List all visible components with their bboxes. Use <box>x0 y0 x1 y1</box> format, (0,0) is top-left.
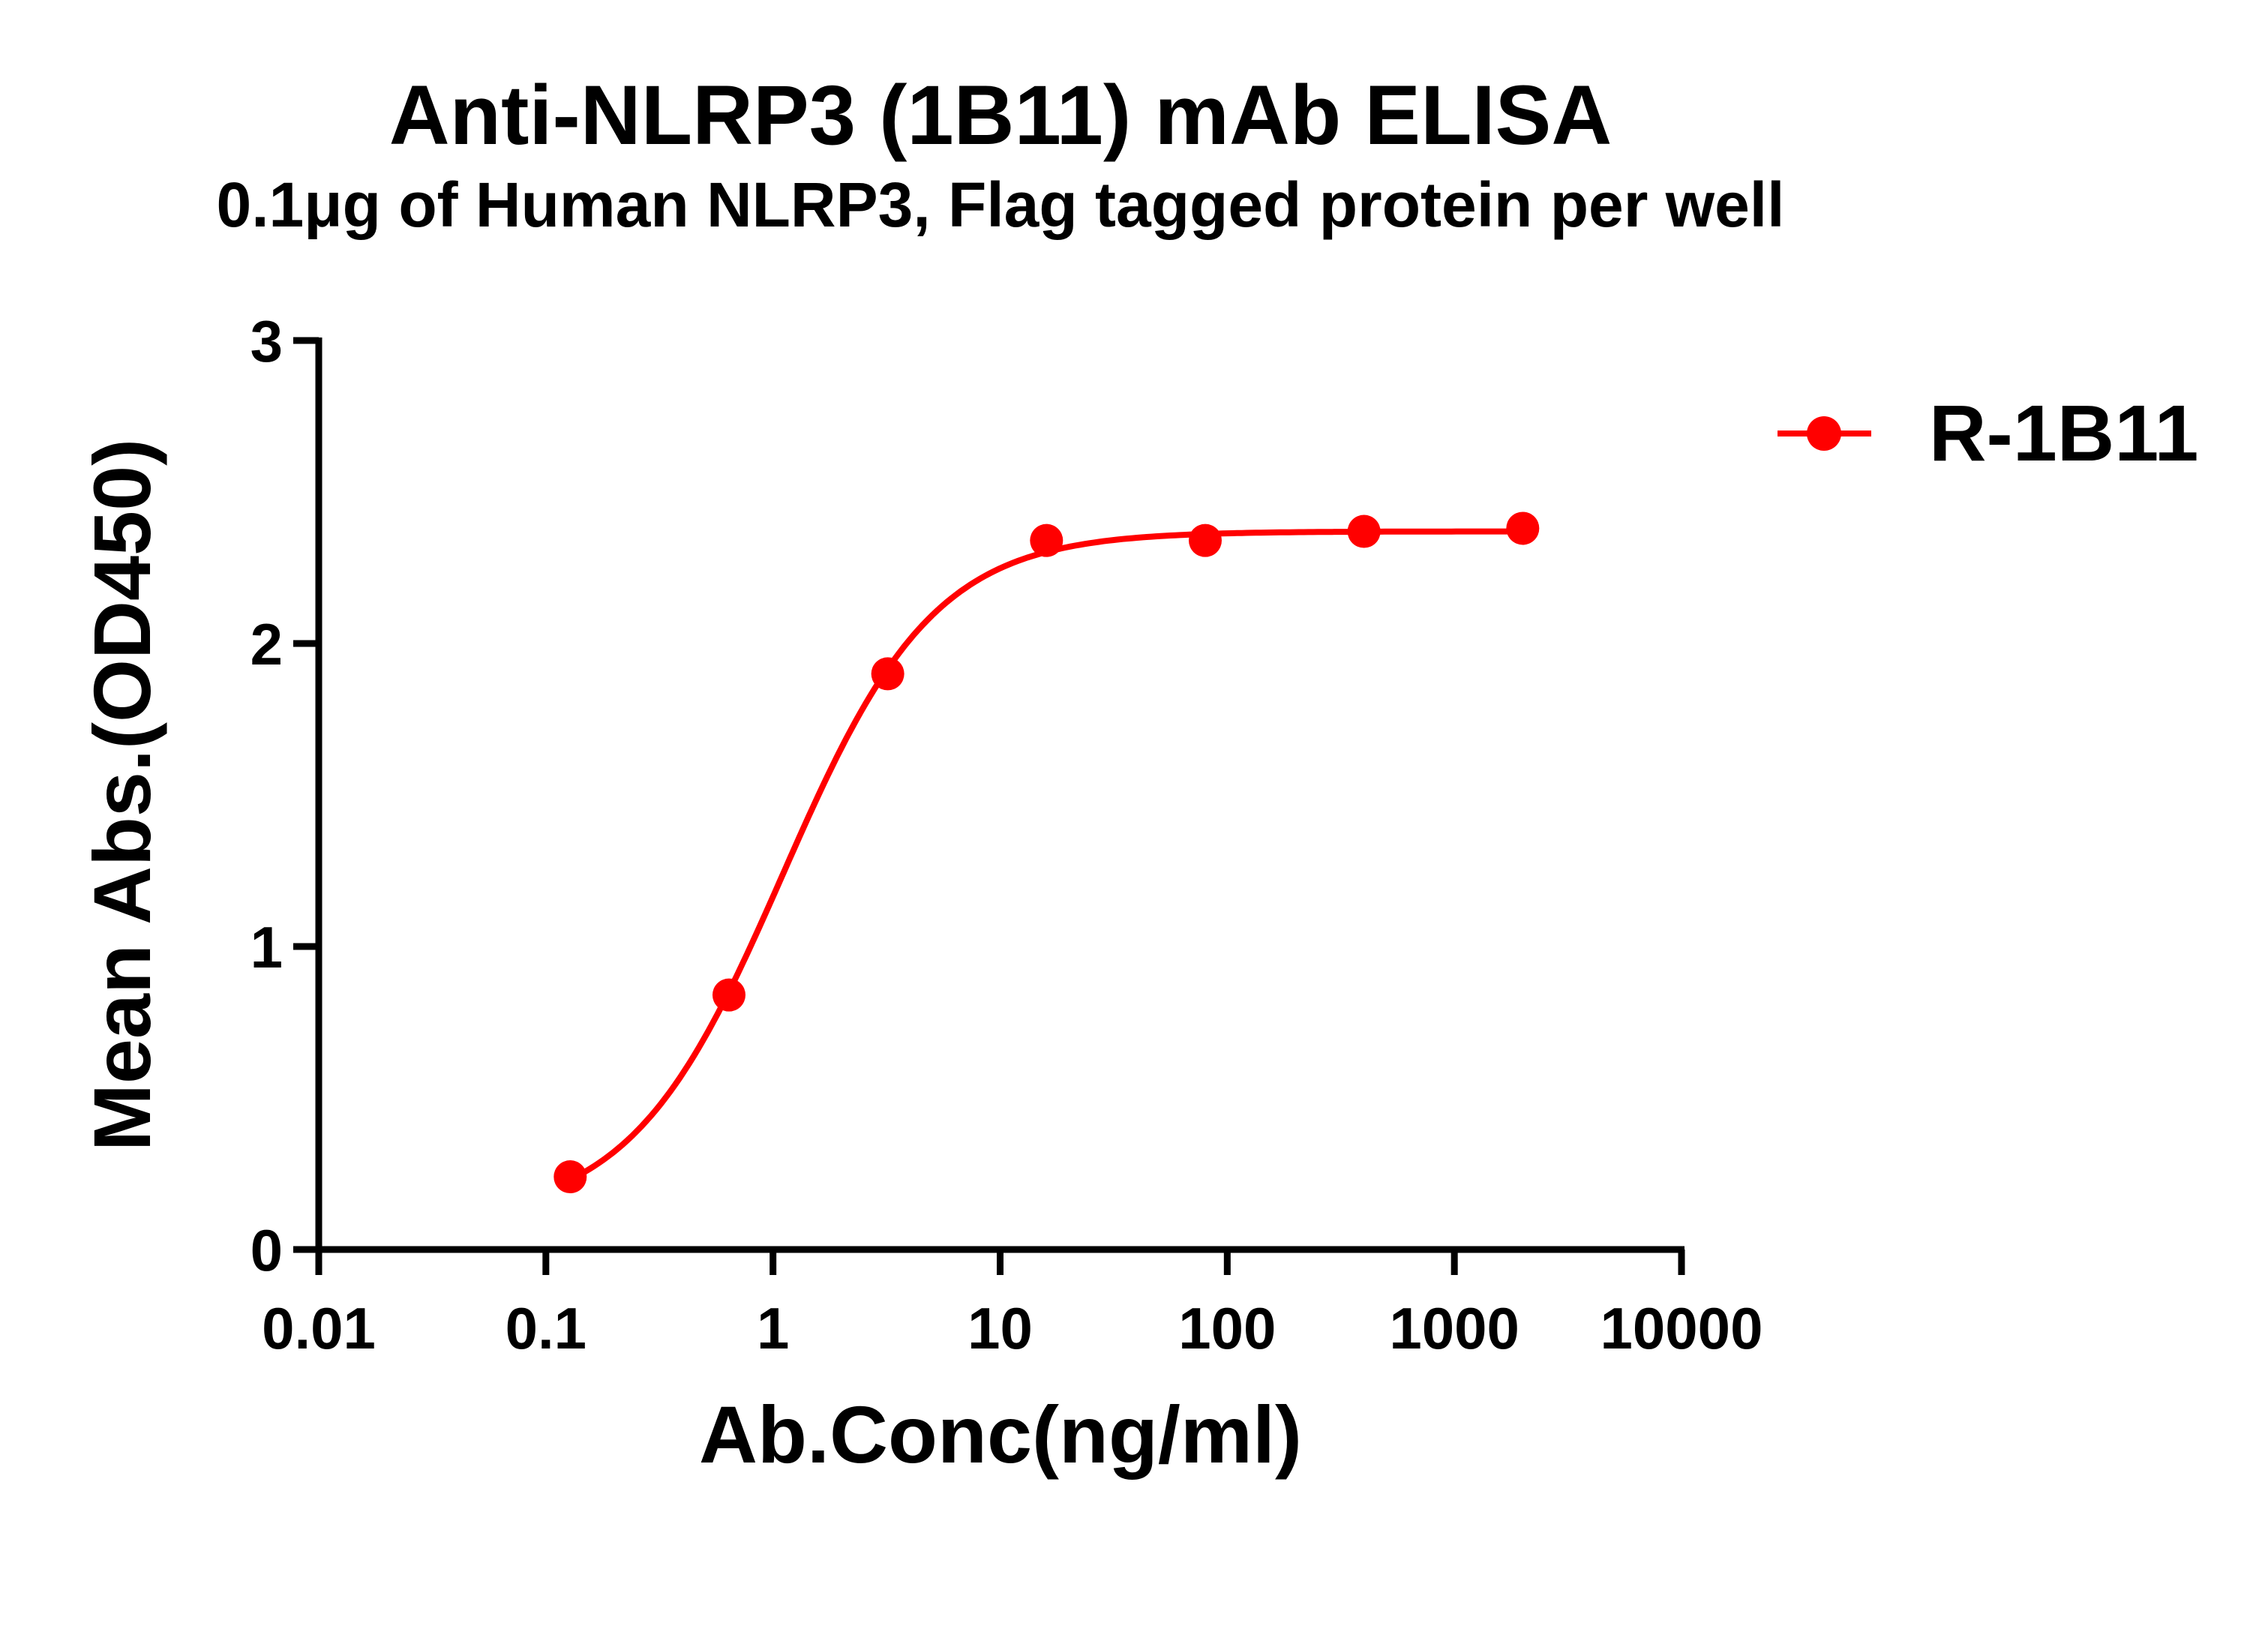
chart-title: Anti-NLRP3 (1B11) mAb ELISA <box>389 68 1612 162</box>
x-tick-label: 10 <box>968 1295 1033 1361</box>
plot-area <box>554 512 1540 1194</box>
x-tick-label: 0.1 <box>506 1295 586 1361</box>
x-tick-label: 10000 <box>1600 1295 1763 1361</box>
x-axis-label: Ab.Conc(ng/ml) <box>699 1389 1302 1480</box>
fit-curve <box>568 528 1523 1183</box>
y-tick-label: 0 <box>250 1217 283 1283</box>
legend-marker <box>1807 416 1841 451</box>
x-tick-label: 1000 <box>1389 1295 1520 1361</box>
x-tick-label: 1 <box>757 1295 789 1361</box>
x-tick-label: 0.01 <box>262 1295 376 1361</box>
legend: R-1B11 <box>1778 389 2198 478</box>
y-axis-label: Mean Abs.(OD450) <box>76 439 167 1151</box>
x-tick-label: 100 <box>1178 1295 1276 1361</box>
y-tick-label: 3 <box>250 308 283 374</box>
data-point <box>1347 514 1381 548</box>
data-point <box>554 1160 587 1194</box>
y-tick-label: 1 <box>250 914 283 980</box>
chart-subtitle: 0.1μg of Human NLRP3, Flag tagged protei… <box>217 170 1785 240</box>
axes: 0 1 2 3 0.01 0.1 1 10 100 1000 10000 <box>250 308 1763 1361</box>
data-point <box>712 978 746 1012</box>
legend-label: R-1B11 <box>1929 389 2198 478</box>
data-point <box>1030 524 1064 557</box>
data-point <box>1506 512 1540 545</box>
data-point <box>871 657 904 691</box>
y-tick-label: 2 <box>250 611 283 677</box>
data-point <box>1188 524 1222 557</box>
